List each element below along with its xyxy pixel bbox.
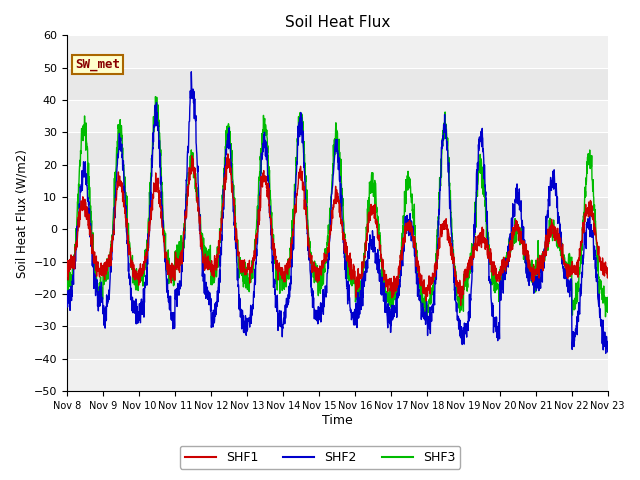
SHF3 <box>214 264 221 270</box>
Bar <box>67 229 608 262</box>
SHF1 <box>224 151 232 157</box>
SHF1 <box>557 235 564 241</box>
SHF1 <box>214 253 221 259</box>
SHF2 <box>572 334 579 339</box>
Text: SW_met: SW_met <box>75 58 120 71</box>
SHF2 <box>602 350 609 356</box>
Bar <box>67 359 608 391</box>
SHF3 <box>365 195 372 201</box>
Bar <box>67 165 608 197</box>
SHF3 <box>604 310 612 315</box>
SHF1 <box>572 270 579 276</box>
Legend: SHF1, SHF2, SHF3: SHF1, SHF2, SHF3 <box>180 446 460 469</box>
SHF1 <box>495 269 502 275</box>
SHF2 <box>188 69 195 75</box>
SHF2 <box>214 299 221 305</box>
SHF1 <box>365 220 372 226</box>
SHF3 <box>353 290 361 296</box>
Title: Soil Heat Flux: Soil Heat Flux <box>285 15 390 30</box>
Line: SHF1: SHF1 <box>67 154 608 305</box>
SHF3 <box>556 248 564 253</box>
Bar <box>67 100 608 132</box>
SHF3 <box>602 314 609 320</box>
SHF1 <box>63 273 70 278</box>
SHF2 <box>604 349 612 355</box>
SHF1 <box>353 282 361 288</box>
X-axis label: Time: Time <box>322 414 353 427</box>
SHF1 <box>457 302 465 308</box>
SHF2 <box>63 294 70 300</box>
SHF2 <box>353 324 361 330</box>
Line: SHF2: SHF2 <box>67 72 608 353</box>
SHF3 <box>495 287 502 292</box>
SHF2 <box>556 221 564 227</box>
Bar <box>67 36 608 68</box>
SHF1 <box>604 265 612 271</box>
SHF3 <box>63 284 70 290</box>
Line: SHF3: SHF3 <box>67 96 608 317</box>
Bar <box>67 294 608 326</box>
SHF3 <box>572 306 579 312</box>
SHF2 <box>365 251 372 257</box>
Y-axis label: Soil Heat Flux (W/m2): Soil Heat Flux (W/m2) <box>15 149 28 277</box>
SHF3 <box>152 94 159 99</box>
SHF2 <box>495 324 502 330</box>
